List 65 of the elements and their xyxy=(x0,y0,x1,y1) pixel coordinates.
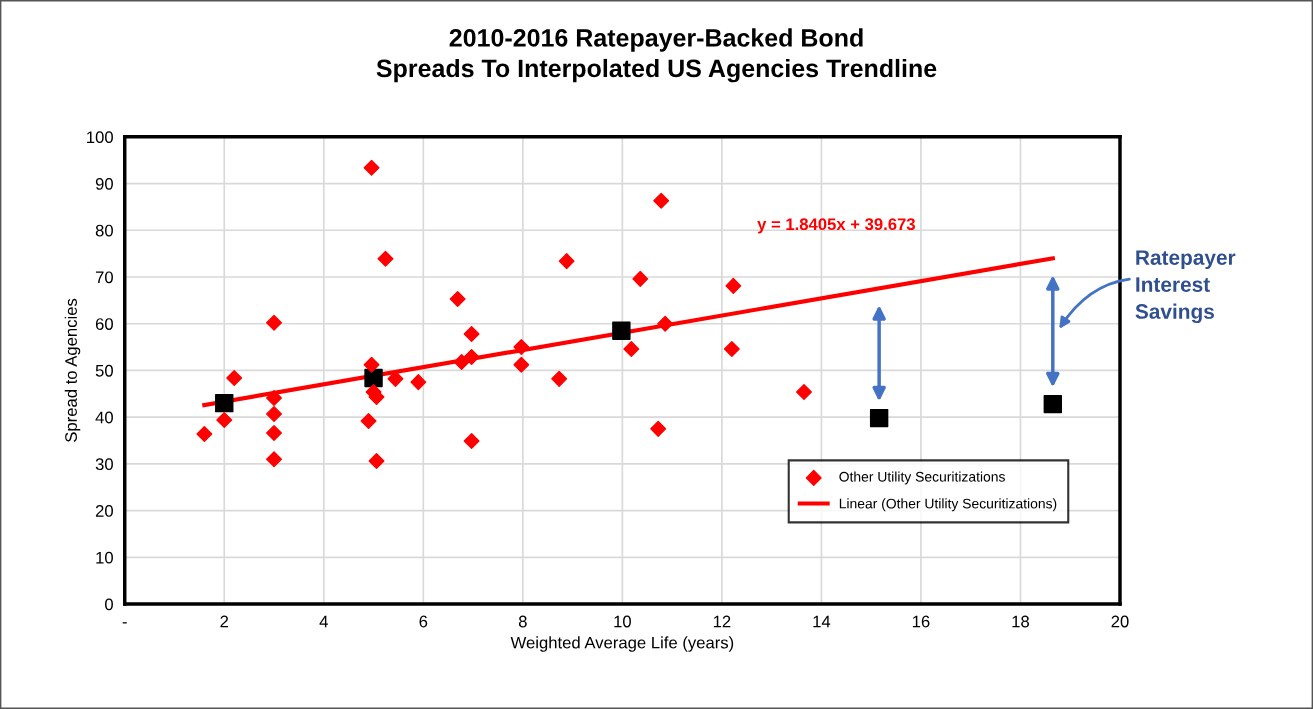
chart-title: 2010-2016 Ratepayer-Backed Bond Spreads To Interpolated US Agencies Trendline xyxy=(376,28,937,83)
x-tick-label: 10 xyxy=(614,615,631,628)
x-tick-label: 4 xyxy=(319,615,328,628)
point xyxy=(513,339,530,356)
y-tick-label: 30 xyxy=(95,458,113,471)
legend-label: Linear (Other Utility Securitizations) xyxy=(839,498,1057,512)
point xyxy=(1043,394,1063,414)
point xyxy=(216,412,233,428)
point xyxy=(360,412,377,429)
point xyxy=(796,383,812,400)
y-tick-label: 80 xyxy=(95,224,113,237)
x-tick-label: 16 xyxy=(912,615,930,628)
point xyxy=(266,314,283,331)
point xyxy=(725,277,742,294)
legend-label: Other Utility Securitizations xyxy=(839,471,1005,485)
x-tick-label: 6 xyxy=(419,615,428,628)
y-tick-label: 10 xyxy=(96,551,113,564)
point xyxy=(551,370,568,387)
point xyxy=(215,393,234,413)
y-tick-label: 60 xyxy=(95,318,113,330)
y-tick-label: 100 xyxy=(87,131,113,144)
point xyxy=(226,369,243,386)
point xyxy=(364,368,383,388)
x-tick-label: 8 xyxy=(518,615,527,628)
point xyxy=(196,426,213,442)
y-tick-label: 70 xyxy=(95,271,113,284)
x-tick-label: 14 xyxy=(813,615,831,628)
point xyxy=(650,420,667,437)
y-axis-title: Spread to Agencies xyxy=(64,298,81,442)
point xyxy=(657,315,674,332)
y-tick-label: 20 xyxy=(95,505,113,517)
point xyxy=(266,425,283,442)
point xyxy=(723,340,740,357)
point xyxy=(453,354,470,371)
point xyxy=(266,451,283,468)
x-tick-label: 2 xyxy=(220,615,229,628)
y-tick-label: 0 xyxy=(105,598,113,611)
x-axis-title: Weighted Average Life (years) xyxy=(510,636,734,652)
y-tick-label: 40 xyxy=(95,411,113,424)
point xyxy=(363,356,380,373)
point xyxy=(612,321,631,340)
annotation: y = 1.8405x + 39.673 xyxy=(757,218,915,234)
point xyxy=(869,408,889,428)
point xyxy=(266,390,283,406)
point xyxy=(632,270,649,287)
point xyxy=(558,253,575,270)
point xyxy=(363,159,380,176)
y-tick-label: 90 xyxy=(95,177,113,190)
point xyxy=(463,326,480,342)
point xyxy=(266,405,283,422)
point xyxy=(449,290,466,307)
point xyxy=(653,192,670,209)
x-tick-label: 18 xyxy=(1012,615,1030,628)
x-tick-label: 12 xyxy=(713,615,731,628)
point xyxy=(623,340,640,357)
x-tick-label: 20 xyxy=(1111,615,1129,628)
point xyxy=(463,433,480,449)
point xyxy=(513,356,530,373)
point xyxy=(410,374,427,391)
y-tick-label: 50 xyxy=(95,364,113,377)
point xyxy=(368,453,385,470)
x-tick-label: - xyxy=(122,622,127,624)
point xyxy=(463,348,480,365)
point xyxy=(377,250,394,267)
text: Ratepayer Interest Savings xyxy=(1135,250,1236,324)
